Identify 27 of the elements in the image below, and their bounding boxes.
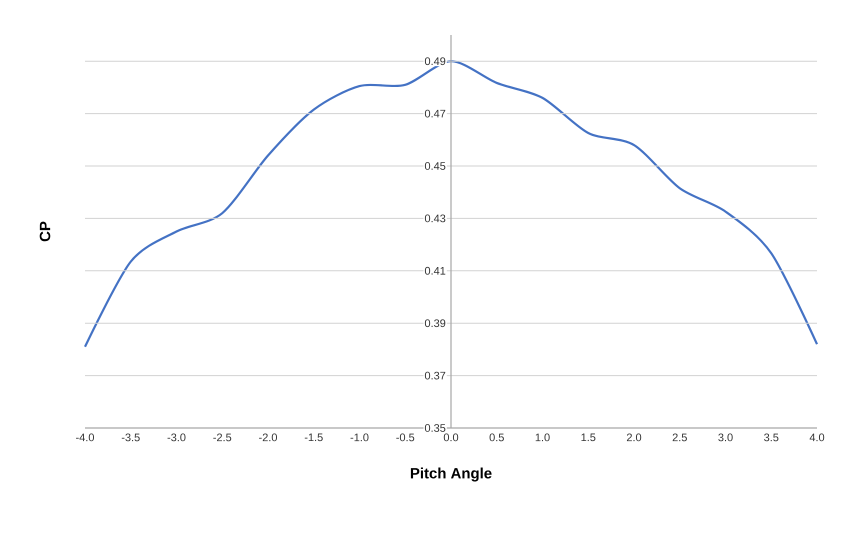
x-tick-label: 0.5 (490, 434, 504, 442)
y-tick-label: 0.45 (424, 162, 446, 170)
x-tick-label: -2.5 (213, 434, 232, 442)
x-tick-label: -3.5 (122, 434, 140, 442)
y-tick-label: 0.41 (424, 266, 446, 275)
y-tick-label: 0.37 (424, 372, 446, 380)
x-tick-label: 0.0 (444, 434, 458, 442)
x-tick-label: 2.5 (672, 434, 687, 442)
y-axis-title: CP (40, 222, 50, 242)
y-tick-label: 0.49 (424, 57, 446, 66)
y-tick-label: 0.39 (424, 319, 446, 328)
x-tick-label: 3.0 (718, 434, 733, 442)
x-tick-label: -1.5 (304, 434, 323, 442)
y-tick-label: 0.43 (424, 214, 446, 222)
x-tick-label: 1.5 (581, 434, 596, 442)
x-axis-title: Pitch Angle (410, 468, 492, 482)
x-tick-label: -1.0 (350, 434, 369, 442)
x-tick-label: 2.0 (626, 434, 642, 442)
x-tick-label: -4.0 (76, 434, 94, 442)
x-tick-label: -2.0 (259, 434, 278, 442)
x-tick-label: -3.0 (168, 434, 186, 442)
x-tick-label: 3.5 (764, 434, 778, 442)
y-tick-label: 0.47 (424, 110, 446, 118)
x-tick-label: -0.5 (396, 434, 414, 442)
x-tick-label: 4.0 (810, 434, 824, 442)
x-tick-label: 1.0 (536, 434, 550, 442)
y-tick-label: 0.35 (424, 424, 446, 432)
